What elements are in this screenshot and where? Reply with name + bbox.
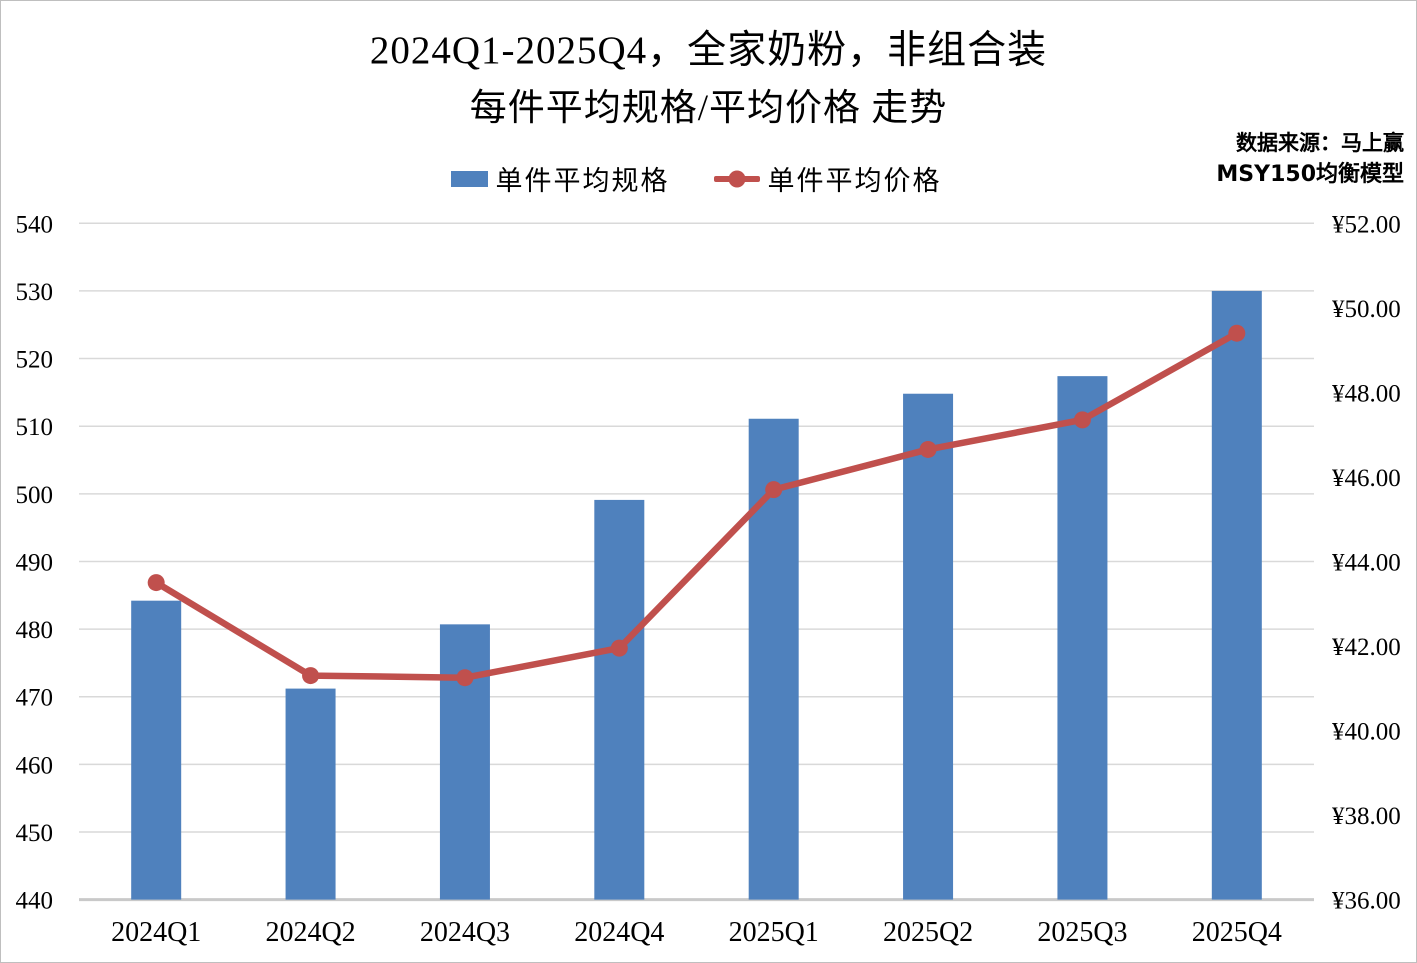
- bar: [1211, 290, 1262, 900]
- price-line: [152, 329, 1241, 681]
- y-tick-label-left: 520: [16, 347, 54, 374]
- price-point: [456, 669, 474, 687]
- y-tick-label-right: ¥50.00: [1332, 296, 1401, 323]
- y-tick-label-right: ¥40.00: [1332, 719, 1401, 746]
- legend-label-spec: 单件平均规格: [495, 166, 670, 196]
- data-source-line2: MSY150均衡模型: [1216, 161, 1404, 187]
- data-source-note: 数据来源：马上赢 MSY150均衡模型: [1216, 129, 1404, 190]
- x-tick-label: 2024Q2: [265, 917, 355, 948]
- y-tick-label-left: 530: [16, 279, 54, 306]
- y-tick-label-left: 540: [16, 211, 54, 238]
- chart-legend: 单件平均规格 单件平均价格: [1, 159, 1391, 198]
- price-point: [1228, 324, 1246, 342]
- y-tick-label-left: 510: [16, 414, 54, 441]
- x-tick-label: 2024Q1: [111, 917, 201, 948]
- y-tick-label-left: 440: [16, 888, 54, 915]
- x-tick-label: 2024Q3: [420, 917, 510, 948]
- y-tick-label-left: 490: [16, 549, 54, 576]
- legend-label-price: 单件平均价格: [767, 166, 942, 196]
- x-tick-label: 2025Q3: [1037, 917, 1127, 948]
- legend-item-price: 单件平均价格: [713, 159, 942, 198]
- line-dot-icon: [728, 170, 745, 187]
- bar: [594, 499, 645, 900]
- price-point: [765, 481, 783, 499]
- x-tick-label: 2025Q2: [883, 917, 973, 948]
- bar: [748, 418, 799, 900]
- y-tick-label-right: ¥42.00: [1332, 634, 1401, 661]
- data-source-line1: 数据来源：马上赢: [1236, 131, 1404, 155]
- line-dot-swatch-icon: [713, 170, 760, 187]
- price-point: [302, 667, 320, 685]
- price-point: [919, 440, 937, 458]
- y-tick-label-left: 460: [16, 752, 54, 779]
- chart-title-line2: 每件平均规格/平均价格 走势: [469, 88, 948, 129]
- y-tick-label-left: 470: [16, 685, 54, 712]
- y-tick-label-right: ¥44.00: [1332, 549, 1401, 576]
- bar: [285, 688, 336, 900]
- y-tick-label-left: 480: [16, 617, 54, 644]
- bar: [903, 393, 954, 900]
- price-point: [147, 574, 165, 592]
- price-point: [1073, 411, 1091, 429]
- bar: [439, 624, 490, 900]
- y-tick-label-right: ¥48.00: [1332, 380, 1401, 407]
- y-tick-label-right: ¥38.00: [1332, 803, 1401, 830]
- x-tick-label: 2025Q1: [729, 917, 819, 948]
- price-point: [610, 639, 628, 657]
- bar-swatch-icon: [450, 170, 488, 187]
- x-tick-label: 2025Q4: [1192, 917, 1282, 948]
- y-tick-label-right: ¥46.00: [1332, 465, 1401, 492]
- y-tick-label-right: ¥52.00: [1332, 211, 1401, 238]
- x-tick-label: 2024Q4: [574, 917, 664, 948]
- legend-item-spec: 单件平均规格: [450, 159, 670, 198]
- bar: [131, 600, 182, 900]
- bar: [1057, 376, 1108, 900]
- y-tick-label-left: 450: [16, 820, 54, 847]
- chart-title-line1: 2024Q1-2025Q4，全家奶粉，非组合装: [369, 29, 1048, 72]
- y-tick-label-left: 500: [16, 482, 54, 509]
- y-tick-label-right: ¥36.00: [1332, 888, 1401, 915]
